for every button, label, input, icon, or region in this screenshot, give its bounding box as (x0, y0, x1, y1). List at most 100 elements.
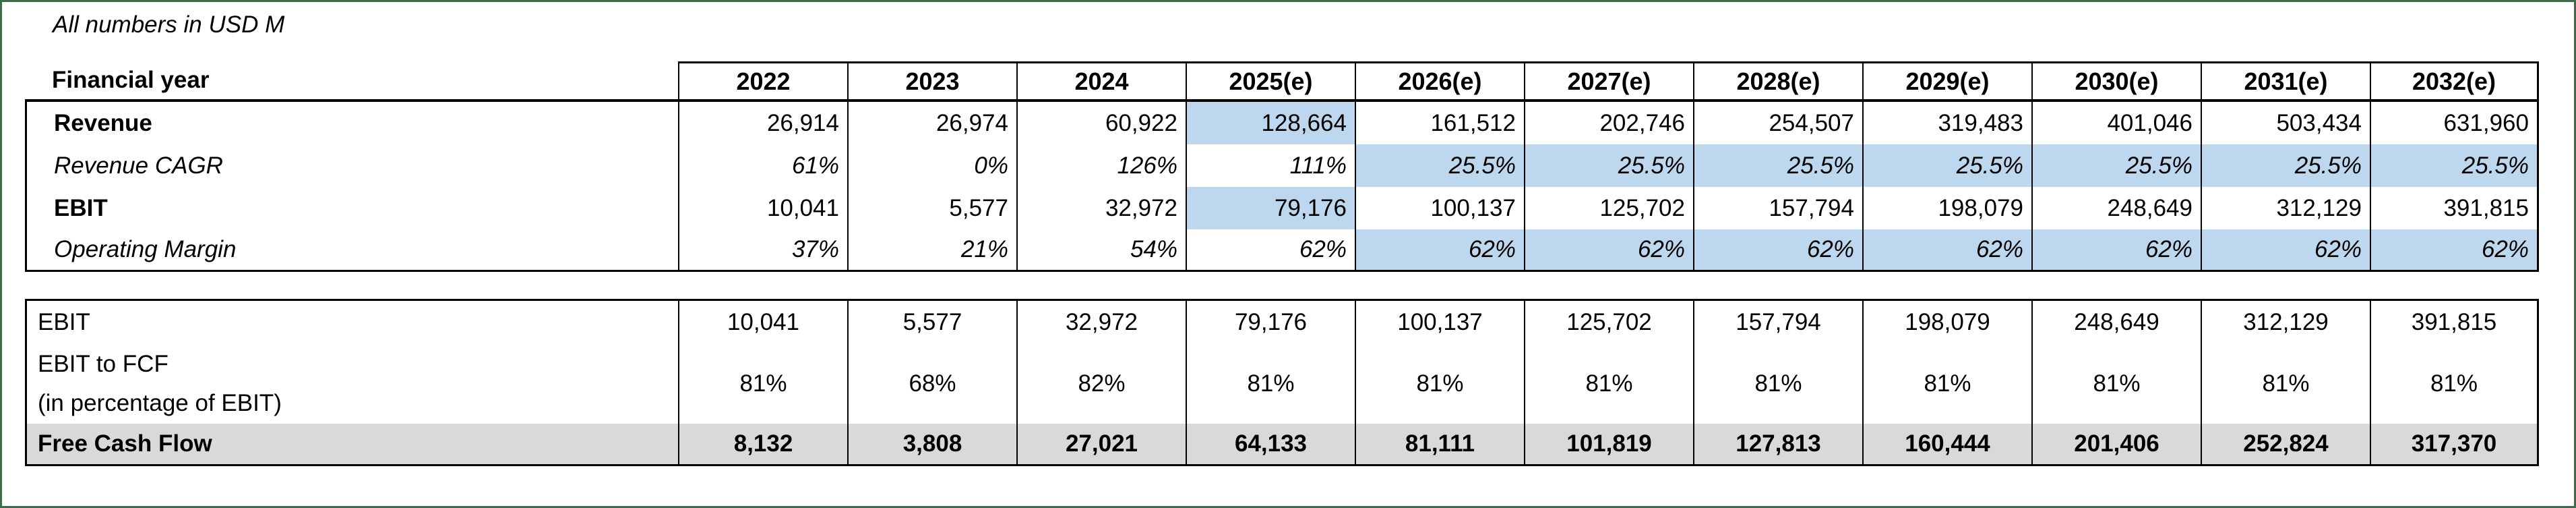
value-cell: 54% (1016, 229, 1186, 272)
row-label-free-cash-flow: Free Cash Flow (25, 424, 678, 466)
value-cell: 101,819 (1524, 424, 1693, 466)
value-cell: 21% (847, 229, 1016, 272)
row-label-operating-margin: Operating Margin (25, 229, 678, 272)
value-cell-highlighted: 62% (2201, 229, 2370, 272)
year-header-2029e: 2029(e) (1862, 61, 2031, 102)
year-header-2022: 2022 (678, 61, 847, 102)
row-label-ebit-to-fcf-line1: EBIT to FCF (38, 350, 168, 377)
value-cell: 60,922 (1016, 102, 1186, 144)
value-cell: 8,132 (678, 424, 847, 466)
value-cell-highlighted: 62% (1524, 229, 1693, 272)
value-cell: 27,021 (1016, 424, 1186, 466)
value-cell: 61% (678, 144, 847, 187)
year-header-2030e: 2030(e) (2031, 61, 2201, 102)
value-cell-highlighted: 25.5% (2201, 144, 2370, 187)
value-cell-highlighted: 25.5% (2031, 144, 2201, 187)
value-cell: 248,649 (2031, 187, 2201, 229)
value-cell: 100,137 (1355, 299, 1524, 343)
value-cell: 391,815 (2370, 299, 2539, 343)
value-cell: 81% (1693, 343, 1862, 424)
value-cell: 391,815 (2370, 187, 2539, 229)
year-header-2024: 2024 (1016, 61, 1186, 102)
value-cell-highlighted: 25.5% (1524, 144, 1693, 187)
value-cell-highlighted: 25.5% (1862, 144, 2031, 187)
value-cell: 32,972 (1016, 187, 1186, 229)
value-cell: 201,406 (2031, 424, 2201, 466)
free-cash-flow-table: EBIT 10,041 5,577 32,972 79,176 100,137 … (25, 299, 2539, 466)
value-cell: 125,702 (1524, 187, 1693, 229)
value-cell-highlighted: 79,176 (1186, 187, 1355, 229)
value-cell: 401,046 (2031, 102, 2201, 144)
value-cell: 81% (2031, 343, 2201, 424)
value-cell: 81% (1186, 343, 1355, 424)
value-cell: 127,813 (1693, 424, 1862, 466)
value-cell: 157,794 (1693, 299, 1862, 343)
value-cell: 0% (847, 144, 1016, 187)
value-cell: 79,176 (1186, 299, 1355, 343)
year-header-2028e: 2028(e) (1693, 61, 1862, 102)
value-cell: 312,129 (2201, 187, 2370, 229)
value-cell: 62% (1186, 229, 1355, 272)
value-cell: 81% (2201, 343, 2370, 424)
value-cell: 5,577 (847, 187, 1016, 229)
value-cell: 252,824 (2201, 424, 2370, 466)
year-header-2023: 2023 (847, 61, 1016, 102)
value-cell: 312,129 (2201, 299, 2370, 343)
value-cell: 631,960 (2370, 102, 2539, 144)
value-cell: 3,808 (847, 424, 1016, 466)
value-cell: 111% (1186, 144, 1355, 187)
year-header-2031e: 2031(e) (2201, 61, 2370, 102)
value-cell: 100,137 (1355, 187, 1524, 229)
value-cell: 68% (847, 343, 1016, 424)
value-cell: 317,370 (2370, 424, 2539, 466)
value-cell: 198,079 (1862, 187, 2031, 229)
row-label-revenue-cagr: Revenue CAGR (25, 144, 678, 187)
row-label-ebit-2: EBIT (25, 299, 678, 343)
value-cell: 202,746 (1524, 102, 1693, 144)
year-header-2026e: 2026(e) (1355, 61, 1524, 102)
value-cell: 81% (1862, 343, 2031, 424)
value-cell: 160,444 (1862, 424, 2031, 466)
value-cell-highlighted: 25.5% (1693, 144, 1862, 187)
row-label-revenue: Revenue (25, 102, 678, 144)
value-cell: 254,507 (1693, 102, 1862, 144)
value-cell: 81% (1355, 343, 1524, 424)
value-cell: 503,434 (2201, 102, 2370, 144)
value-cell: 81,111 (1355, 424, 1524, 466)
value-cell: 10,041 (678, 299, 847, 343)
projection-table: Financial year 2022 2023 2024 2025(e) 20… (25, 61, 2539, 272)
value-cell: 81% (1524, 343, 1693, 424)
value-cell-highlighted: 62% (1355, 229, 1524, 272)
value-cell: 82% (1016, 343, 1186, 424)
value-cell: 26,914 (678, 102, 847, 144)
value-cell: 37% (678, 229, 847, 272)
value-cell-highlighted: 62% (2370, 229, 2539, 272)
year-header-2027e: 2027(e) (1524, 61, 1693, 102)
value-cell: 161,512 (1355, 102, 1524, 144)
value-cell: 198,079 (1862, 299, 2031, 343)
value-cell: 26,974 (847, 102, 1016, 144)
value-cell: 125,702 (1524, 299, 1693, 343)
value-cell: 64,133 (1186, 424, 1355, 466)
value-cell: 157,794 (1693, 187, 1862, 229)
value-cell-highlighted: 128,664 (1186, 102, 1355, 144)
year-header-2025e: 2025(e) (1186, 61, 1355, 102)
value-cell: 81% (678, 343, 847, 424)
row-label-ebit: EBIT (25, 187, 678, 229)
financial-year-header: Financial year (25, 61, 678, 102)
value-cell-highlighted: 62% (1693, 229, 1862, 272)
value-cell: 126% (1016, 144, 1186, 187)
value-cell-highlighted: 25.5% (2370, 144, 2539, 187)
value-cell: 32,972 (1016, 299, 1186, 343)
value-cell: 10,041 (678, 187, 847, 229)
value-cell: 81% (2370, 343, 2539, 424)
value-cell-highlighted: 62% (1862, 229, 2031, 272)
value-cell: 248,649 (2031, 299, 2201, 343)
row-label-ebit-to-fcf-line2: (in percentage of EBIT) (38, 389, 282, 416)
year-header-2032e: 2032(e) (2370, 61, 2539, 102)
value-cell-highlighted: 62% (2031, 229, 2201, 272)
value-cell-highlighted: 25.5% (1355, 144, 1524, 187)
units-note: All numbers in USD M (53, 11, 285, 38)
row-label-ebit-to-fcf: EBIT to FCF (in percentage of EBIT) (25, 343, 678, 424)
